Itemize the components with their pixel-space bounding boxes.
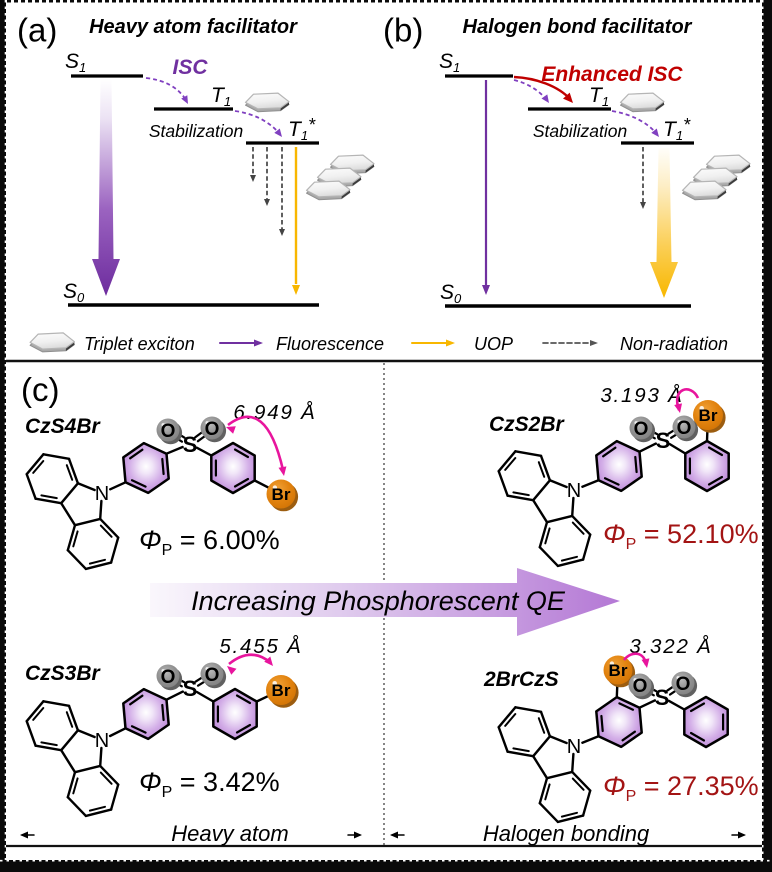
svg-text:Halogen bonding: Halogen bonding [483, 821, 650, 846]
svg-text:CzS4Br: CzS4Br [25, 415, 102, 438]
svg-text:ΦP = 52.10%: ΦP = 52.10% [603, 519, 759, 553]
svg-text:Br: Br [272, 681, 291, 700]
svg-text:CzS3Br: CzS3Br [25, 662, 102, 685]
svg-text:Halogen bond facilitator: Halogen bond facilitator [463, 16, 693, 38]
svg-text:ISC: ISC [172, 56, 208, 79]
svg-text:Br: Br [699, 406, 718, 425]
svg-text:Increasing Phosphorescent QE: Increasing Phosphorescent QE [191, 586, 566, 616]
svg-text:(b): (b) [383, 12, 423, 49]
svg-text:2BrCzS: 2BrCzS [483, 668, 559, 691]
svg-text:Triplet exciton: Triplet exciton [84, 334, 195, 354]
svg-text:O: O [633, 676, 648, 697]
svg-text:Fluorescence: Fluorescence [276, 334, 384, 354]
svg-text:Stabilization: Stabilization [149, 121, 243, 141]
svg-text:O: O [677, 418, 692, 439]
svg-text:ΦP = 3.42%: ΦP = 3.42% [139, 767, 280, 801]
svg-text:O: O [676, 674, 691, 695]
svg-text:(c): (c) [21, 371, 59, 408]
svg-text:N: N [567, 736, 581, 758]
svg-text:Heavy atom facilitator: Heavy atom facilitator [89, 16, 298, 38]
svg-text:UOP: UOP [474, 334, 513, 354]
svg-text:Enhanced ISC: Enhanced ISC [541, 63, 683, 86]
svg-text:O: O [161, 667, 176, 688]
svg-text:Br: Br [609, 661, 628, 680]
svg-text:ΦP = 6.00%: ΦP = 6.00% [139, 525, 280, 559]
svg-text:N: N [95, 483, 109, 505]
svg-text:N: N [567, 480, 581, 502]
svg-text:N: N [95, 730, 109, 752]
svg-text:Non-radiation: Non-radiation [620, 334, 728, 354]
svg-text:S: S [183, 676, 198, 701]
svg-text:Heavy atom: Heavy atom [171, 821, 288, 846]
svg-text:S: S [183, 432, 198, 457]
svg-text:3.322 Å: 3.322 Å [629, 635, 712, 658]
svg-text:O: O [205, 665, 220, 686]
svg-text:(a): (a) [17, 12, 57, 49]
svg-text:O: O [161, 421, 176, 442]
svg-text:S: S [655, 685, 670, 710]
svg-text:O: O [205, 419, 220, 440]
svg-text:CzS2Br: CzS2Br [489, 413, 566, 436]
svg-text:S: S [656, 428, 671, 453]
svg-text:5.455 Å: 5.455 Å [219, 635, 302, 658]
svg-text:O: O [634, 419, 649, 440]
svg-text:Br: Br [272, 485, 291, 504]
svg-text:6.949 Å: 6.949 Å [233, 401, 316, 424]
svg-text:Stabilization: Stabilization [533, 121, 627, 141]
svg-text:3.193 Å: 3.193 Å [600, 384, 683, 407]
